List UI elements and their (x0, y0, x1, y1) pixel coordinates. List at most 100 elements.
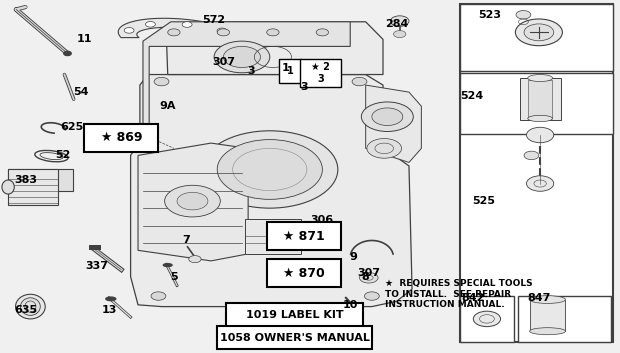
Circle shape (146, 22, 156, 27)
Bar (459, 296, 514, 342)
Bar (8, 169, 73, 191)
Polygon shape (131, 74, 412, 307)
Circle shape (524, 24, 554, 41)
Text: 11: 11 (76, 34, 92, 44)
Circle shape (391, 16, 409, 26)
Polygon shape (143, 22, 350, 127)
Text: ★ 869: ★ 869 (100, 131, 142, 144)
Bar (89, 245, 101, 250)
Circle shape (154, 77, 169, 86)
Text: 306: 306 (311, 215, 334, 226)
Bar (459, 73, 613, 134)
Circle shape (64, 51, 71, 55)
Circle shape (219, 61, 231, 68)
Bar (459, 4, 613, 71)
FancyBboxPatch shape (84, 124, 159, 152)
Ellipse shape (528, 74, 552, 82)
Circle shape (524, 151, 539, 160)
Text: 9A: 9A (159, 101, 176, 111)
Text: ★ 2
3: ★ 2 3 (311, 62, 330, 84)
Circle shape (151, 292, 166, 300)
Text: 9: 9 (349, 252, 357, 262)
FancyBboxPatch shape (300, 59, 341, 87)
Text: 1058 OWNER'S MANUAL: 1058 OWNER'S MANUAL (219, 333, 370, 342)
Ellipse shape (106, 297, 116, 301)
Text: 842: 842 (461, 293, 484, 303)
Circle shape (177, 192, 208, 210)
Polygon shape (118, 18, 246, 38)
Text: 383: 383 (14, 175, 37, 185)
FancyBboxPatch shape (267, 259, 341, 287)
Ellipse shape (529, 296, 565, 304)
Text: 307: 307 (357, 268, 380, 278)
Bar (520, 78, 560, 120)
Text: 8: 8 (362, 272, 370, 282)
Circle shape (217, 139, 322, 199)
Text: 307: 307 (212, 57, 235, 67)
Text: 635: 635 (14, 305, 37, 315)
Bar (8, 169, 58, 205)
Circle shape (214, 41, 270, 73)
Text: 3: 3 (300, 82, 308, 92)
Bar (245, 219, 301, 254)
Circle shape (516, 11, 531, 19)
Polygon shape (138, 143, 248, 261)
Circle shape (217, 28, 227, 34)
Circle shape (526, 127, 554, 143)
Bar (459, 4, 613, 342)
Text: 10: 10 (342, 300, 358, 310)
FancyBboxPatch shape (279, 59, 301, 83)
Text: 3: 3 (247, 66, 255, 76)
Ellipse shape (2, 180, 14, 194)
Text: eReplacementParts.com: eReplacementParts.com (159, 170, 312, 183)
Circle shape (526, 176, 554, 191)
Circle shape (165, 185, 220, 217)
Circle shape (360, 273, 378, 283)
Circle shape (515, 19, 562, 46)
FancyBboxPatch shape (267, 222, 341, 250)
Circle shape (202, 131, 338, 208)
Text: 1019 LABEL KIT: 1019 LABEL KIT (246, 310, 343, 321)
Ellipse shape (20, 298, 40, 315)
Text: 337: 337 (85, 261, 108, 271)
Ellipse shape (164, 264, 172, 267)
Text: 625: 625 (60, 122, 84, 132)
Ellipse shape (528, 115, 552, 122)
Text: 524: 524 (461, 91, 484, 101)
Text: 525: 525 (472, 196, 495, 206)
Text: ★  REQUIRES SPECIAL TOOLS
TO INSTALL.  SEE REPAIR
INSTRUCTION MANUAL.: ★ REQUIRES SPECIAL TOOLS TO INSTALL. SEE… (386, 279, 533, 309)
Bar (528, 80, 552, 119)
Polygon shape (167, 22, 383, 74)
FancyBboxPatch shape (226, 304, 363, 327)
Bar (529, 300, 565, 331)
Circle shape (473, 311, 500, 327)
Text: 572: 572 (203, 15, 226, 25)
Ellipse shape (529, 328, 565, 335)
Text: ★ 871: ★ 871 (283, 230, 325, 243)
Circle shape (168, 29, 180, 36)
Ellipse shape (16, 294, 45, 319)
Circle shape (365, 292, 379, 300)
Circle shape (217, 29, 229, 36)
Text: ★ 870: ★ 870 (283, 267, 325, 280)
Text: 52: 52 (55, 150, 70, 160)
Circle shape (124, 28, 134, 33)
Text: 847: 847 (527, 293, 551, 303)
Text: 1: 1 (281, 62, 289, 72)
FancyBboxPatch shape (217, 325, 372, 349)
Circle shape (267, 29, 279, 36)
Circle shape (182, 22, 192, 27)
Circle shape (188, 256, 201, 263)
Circle shape (223, 46, 260, 67)
Text: 7: 7 (182, 235, 190, 245)
Text: 1: 1 (287, 66, 294, 76)
Circle shape (367, 138, 402, 158)
Circle shape (394, 31, 406, 38)
Bar (518, 296, 611, 342)
Text: 284: 284 (385, 19, 409, 29)
Text: 5: 5 (170, 272, 178, 282)
Text: 13: 13 (101, 305, 117, 315)
Text: 523: 523 (478, 10, 501, 20)
Circle shape (361, 102, 414, 132)
Circle shape (352, 77, 367, 86)
